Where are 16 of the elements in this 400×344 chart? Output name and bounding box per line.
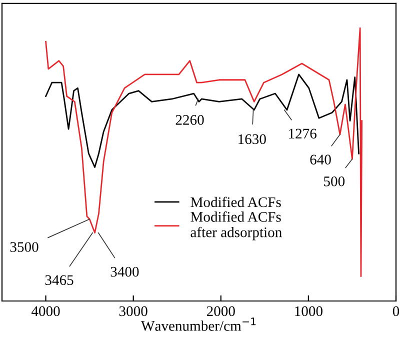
x-tick-label: 0: [392, 306, 400, 316]
annotation: 3400: [110, 266, 139, 277]
x-tick-label: 4000: [31, 306, 60, 316]
x-tick-label: 1000: [295, 306, 322, 316]
annotation: 1276: [289, 128, 316, 139]
annotation: 500: [324, 176, 345, 186]
annotation: 2260: [176, 115, 204, 125]
annotation: 3500: [10, 242, 38, 252]
annotation: 1630: [238, 134, 266, 144]
annotation: 640: [310, 154, 331, 165]
x-axis-title: Wavenumber/cm$^{−1}$: [140, 318, 256, 331]
legend-label: Modified ACFs after adsorption: [190, 211, 282, 240]
x-tick-label: 2000: [206, 306, 235, 316]
legend-label: Modified ACFs: [190, 196, 281, 208]
x-tick-label: 3000: [119, 306, 148, 316]
annotation: 3465: [45, 275, 74, 286]
